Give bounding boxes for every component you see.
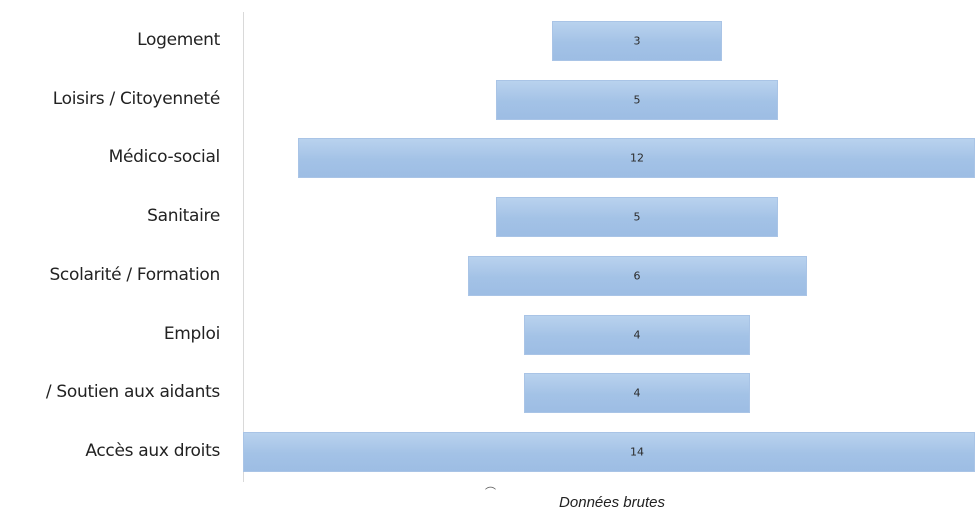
bar-value-label: 4 bbox=[633, 328, 641, 341]
bar-1 bbox=[552, 21, 722, 61]
category-label: Loisirs / Citoyenneté bbox=[52, 88, 221, 109]
category-label: Accès aux droits bbox=[85, 440, 220, 461]
bar-value-label: 5 bbox=[633, 93, 641, 107]
category-label: Scolarité / Formation bbox=[49, 264, 220, 285]
axis-tick-fragment: ⌒ bbox=[485, 487, 496, 499]
bar-value-label: 12 bbox=[630, 151, 644, 165]
axis-line bbox=[243, 12, 244, 482]
bar-value-label: 6 bbox=[633, 269, 641, 283]
bar-4 bbox=[495, 197, 779, 238]
bar-value-label: 3 bbox=[633, 34, 641, 48]
bar-value-label: 5 bbox=[633, 210, 641, 224]
bar-6 bbox=[524, 314, 750, 355]
bar-value-label: 4 bbox=[633, 386, 641, 400]
category-label: / Soutien aux aidants bbox=[45, 382, 220, 403]
chart-caption: Données brutes bbox=[559, 494, 665, 511]
bar-7 bbox=[524, 373, 750, 414]
bar-5 bbox=[467, 255, 807, 296]
category-label: Emploi bbox=[163, 323, 220, 344]
category-label: Médico-social bbox=[108, 147, 221, 168]
category-label: Logement bbox=[137, 30, 220, 50]
bar-2 bbox=[495, 79, 779, 120]
bar-value-label: 14 bbox=[630, 445, 644, 459]
category-label: Sanitaire bbox=[147, 206, 220, 227]
bar-3 bbox=[298, 138, 975, 179]
bar-8 bbox=[243, 431, 975, 472]
